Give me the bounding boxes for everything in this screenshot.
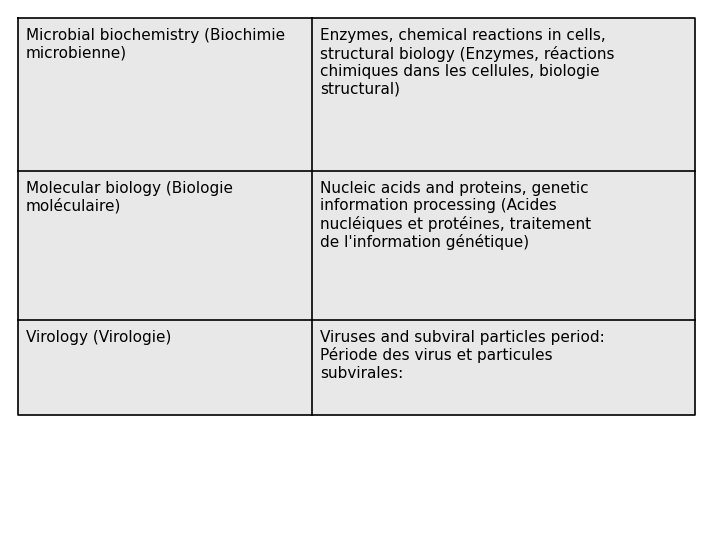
Bar — [312, 320, 695, 415]
Text: Virology (Virologie): Virology (Virologie) — [26, 330, 171, 345]
Bar — [18, 18, 312, 171]
Text: Microbial biochemistry (Biochimie
microbienne): Microbial biochemistry (Biochimie microb… — [26, 28, 285, 60]
Bar — [312, 171, 695, 320]
Bar — [18, 320, 312, 415]
Text: Nucleic acids and proteins, genetic
information processing (Acides
nucléiques et: Nucleic acids and proteins, genetic info… — [320, 181, 592, 251]
Bar — [18, 171, 312, 320]
Text: Molecular biology (Biologie
moléculaire): Molecular biology (Biologie moléculaire) — [26, 181, 233, 214]
Text: Enzymes, chemical reactions in cells,
structural biology (Enzymes, réactions
chi: Enzymes, chemical reactions in cells, st… — [320, 28, 615, 97]
Bar — [312, 18, 695, 171]
Text: Viruses and subviral particles period:
Période des virus et particules
subvirale: Viruses and subviral particles period: P… — [320, 330, 606, 381]
